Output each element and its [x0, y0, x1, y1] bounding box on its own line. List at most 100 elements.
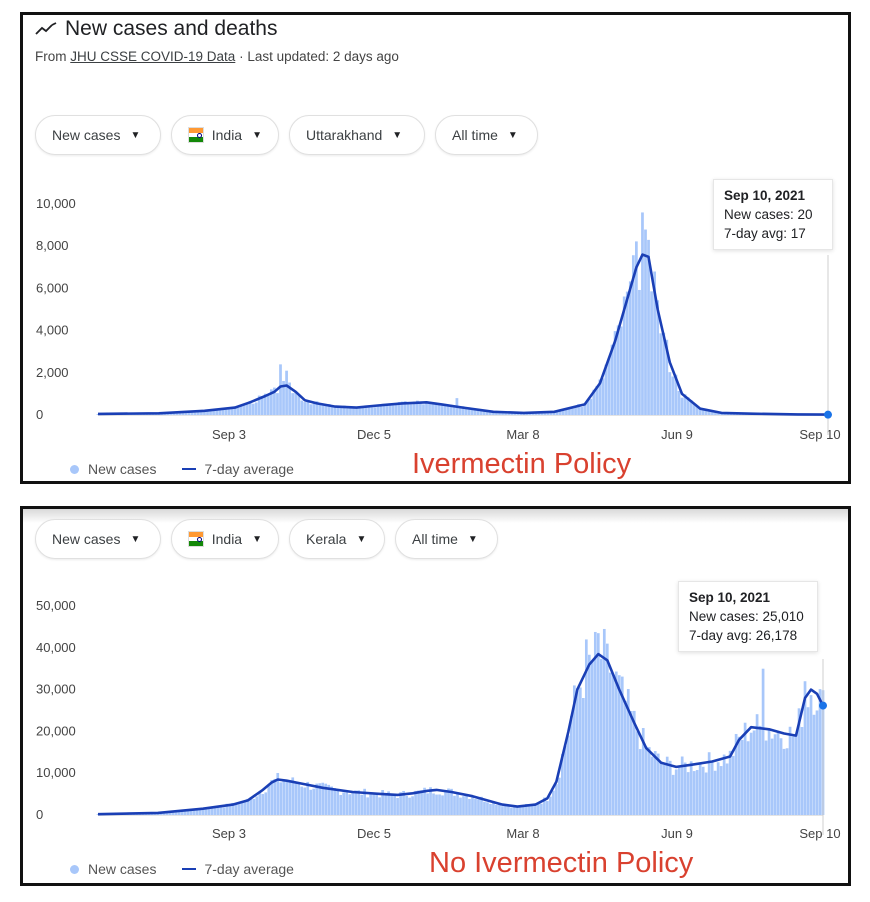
cases-chart-kerala[interactable]: 0 10,000 20,000 30,000 40,000 50,000 Sep 3 Dec …: [23, 509, 848, 883]
case-bar: [540, 803, 543, 815]
cases-chart-uttarakhand[interactable]: 0 2,000 4,000 6,000 8,000 10,000 Sep 3 Dec 5 Mar…: [23, 15, 848, 481]
time-range-dropdown[interactable]: All time ▼: [435, 115, 538, 155]
case-bar: [209, 411, 212, 415]
y-tick-label: 8,000: [36, 238, 69, 253]
case-bar: [378, 797, 381, 815]
case-bar: [204, 808, 208, 815]
case-bar: [628, 281, 632, 415]
case-bar: [381, 789, 384, 815]
case-bar: [257, 395, 261, 415]
case-bar: [574, 406, 577, 415]
case-bar: [288, 382, 291, 415]
case-bar: [178, 411, 182, 415]
legend-line-label: 7-day average: [204, 861, 294, 877]
case-bar: [489, 803, 492, 815]
case-bar: [489, 411, 492, 415]
case-bar: [327, 404, 331, 415]
case-bar: [449, 404, 453, 415]
case-bar: [345, 792, 349, 815]
tooltip-cases: New cases: 20: [724, 207, 813, 222]
case-bar: [273, 778, 277, 815]
country-dropdown[interactable]: India ▼: [171, 115, 279, 155]
case-bar: [625, 291, 629, 415]
source-link[interactable]: JHU CSSE COVID-19 Data: [70, 49, 236, 64]
case-bar: [470, 409, 474, 415]
country-label: India: [211, 127, 243, 143]
case-bar: [168, 812, 172, 815]
time-range-dropdown[interactable]: All time ▼: [395, 519, 498, 559]
region-dropdown[interactable]: Kerala ▼: [289, 519, 385, 559]
case-bar: [653, 271, 656, 415]
case-bar: [474, 798, 477, 815]
case-bar: [369, 794, 372, 815]
case-bar: [728, 750, 732, 815]
metric-dropdown[interactable]: New cases ▼: [35, 115, 161, 155]
case-bar: [429, 787, 432, 815]
x-tick-label: Mar 8: [506, 826, 539, 841]
line-legend-swatch: [182, 868, 197, 870]
case-bar: [186, 809, 190, 815]
case-bar: [321, 782, 325, 815]
case-bar: [240, 801, 244, 815]
region-dropdown[interactable]: Uttarakhand ▼: [289, 115, 425, 155]
case-bar: [361, 406, 364, 415]
metric-dropdown[interactable]: New cases ▼: [35, 519, 161, 559]
case-bar: [187, 411, 191, 415]
caret-down-icon: ▼: [252, 129, 262, 141]
case-bar: [555, 784, 558, 815]
case-bar: [510, 412, 514, 415]
case-bar: [617, 675, 621, 815]
case-bar: [596, 633, 600, 815]
case-bar: [242, 404, 246, 415]
case-bar: [656, 753, 660, 815]
legend-line-label: 7-day average: [204, 461, 294, 477]
case-bar: [584, 639, 588, 815]
case-bar: [276, 773, 280, 815]
case-bar: [411, 796, 414, 815]
country-dropdown[interactable]: India ▼: [171, 519, 279, 559]
case-bar: [159, 813, 163, 815]
case-bar: [343, 405, 346, 415]
case-bar: [592, 389, 596, 415]
case-bar: [659, 762, 663, 815]
case-bar: [601, 378, 605, 415]
case-bar: [285, 370, 288, 415]
case-bar: [498, 412, 501, 415]
x-tick-label: Jun 9: [661, 826, 693, 841]
case-bar: [722, 754, 726, 815]
case-bar: [552, 790, 555, 815]
case-bar: [294, 783, 298, 815]
legend-bars-label: New cases: [88, 861, 157, 877]
case-bar: [629, 711, 633, 815]
time-range-label: All time: [412, 531, 458, 547]
case-bar: [193, 411, 197, 415]
case-bar: [390, 793, 393, 815]
x-tick-label: Jun 9: [661, 427, 693, 442]
y-tick-label: 4,000: [36, 323, 69, 338]
case-bar: [471, 797, 474, 815]
seven-day-average-line: [97, 253, 829, 416]
case-bar: [620, 676, 624, 815]
case-bar: [468, 798, 471, 815]
chart-tooltip: Sep 10, 2021 New cases: 25,010 7-day avg…: [678, 581, 818, 652]
case-bar: [568, 408, 571, 415]
case-bar: [476, 409, 480, 415]
case-bar: [270, 780, 274, 815]
case-bar: [366, 797, 369, 815]
bar-legend-swatch: [70, 464, 79, 474]
case-bar: [567, 735, 570, 815]
case-bar: [492, 801, 495, 815]
case-bar: [206, 410, 209, 415]
case-bar: [270, 389, 273, 415]
case-bar: [195, 808, 199, 815]
case-bar: [282, 781, 286, 815]
case-bar: [462, 796, 465, 815]
case-bar: [776, 731, 780, 815]
case-bar: [479, 410, 483, 415]
case-bar: [740, 739, 744, 815]
case-bar: [396, 797, 399, 815]
y-tick-label: 6,000: [36, 280, 69, 295]
chart-tooltip: Sep 10, 2021 New cases: 20 7-day avg: 17: [713, 179, 833, 250]
case-bar: [818, 689, 822, 815]
case-bar: [540, 412, 544, 415]
